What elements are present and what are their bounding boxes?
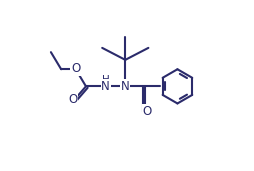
Text: H: H — [102, 75, 109, 85]
Text: N: N — [121, 80, 130, 93]
Text: O: O — [69, 93, 78, 106]
Text: O: O — [142, 105, 152, 118]
Text: O: O — [71, 62, 80, 75]
Text: N: N — [101, 80, 110, 93]
